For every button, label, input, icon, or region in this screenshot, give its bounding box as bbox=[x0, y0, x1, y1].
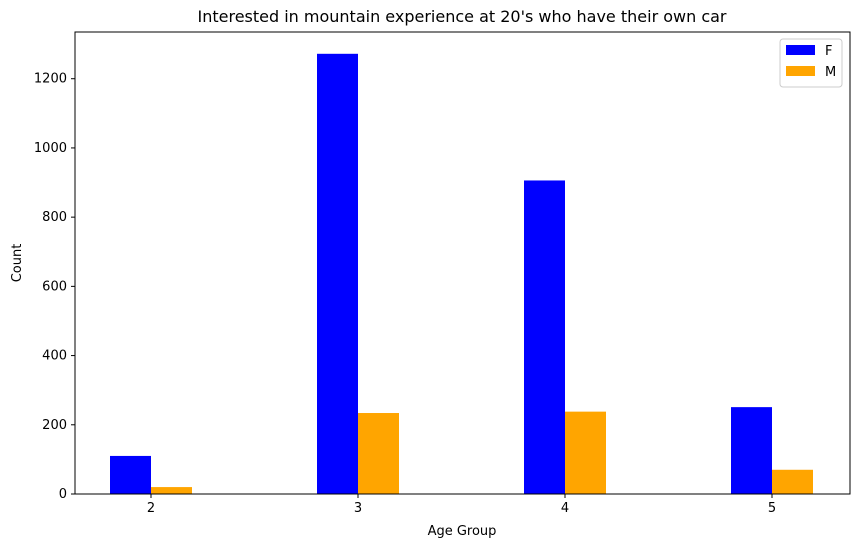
legend-swatch-m bbox=[786, 66, 815, 76]
x-tick-label: 3 bbox=[354, 501, 362, 516]
y-axis-ticks: 0 200 400 600 800 1000 1200 bbox=[34, 72, 75, 502]
legend: F M bbox=[779, 38, 843, 88]
x-tick-label: 5 bbox=[768, 501, 776, 516]
y-tick-label: 0 bbox=[59, 487, 67, 502]
y-tick-label: 1000 bbox=[34, 141, 67, 156]
y-axis-label: Count bbox=[10, 244, 25, 283]
x-axis-label: Age Group bbox=[428, 524, 497, 539]
bar-m-5 bbox=[772, 469, 813, 494]
legend-label-m: M bbox=[825, 65, 836, 80]
y-tick-label: 200 bbox=[42, 418, 67, 433]
bars-group bbox=[110, 53, 813, 494]
legend-swatch-f bbox=[786, 45, 815, 55]
y-tick-label: 400 bbox=[42, 349, 67, 364]
bar-m-3 bbox=[358, 413, 399, 494]
y-tick-label: 600 bbox=[42, 279, 67, 294]
bar-f-2 bbox=[110, 455, 151, 494]
bar-f-4 bbox=[524, 180, 565, 494]
x-tick-label: 4 bbox=[561, 501, 569, 516]
x-tick-label: 2 bbox=[147, 501, 155, 516]
chart-title: Interested in mountain experience at 20'… bbox=[197, 7, 726, 26]
x-axis-ticks: 2 3 4 5 bbox=[147, 494, 776, 516]
bar-m-4 bbox=[565, 411, 606, 494]
bar-f-3 bbox=[317, 53, 358, 494]
y-tick-label: 800 bbox=[42, 210, 67, 225]
plot-frame bbox=[74, 31, 851, 495]
legend-label-f: F bbox=[825, 44, 832, 59]
bar-m-2 bbox=[151, 487, 192, 494]
y-tick-label: 1200 bbox=[34, 72, 67, 87]
plot-area bbox=[75, 32, 850, 494]
bar-f-5 bbox=[731, 407, 772, 494]
